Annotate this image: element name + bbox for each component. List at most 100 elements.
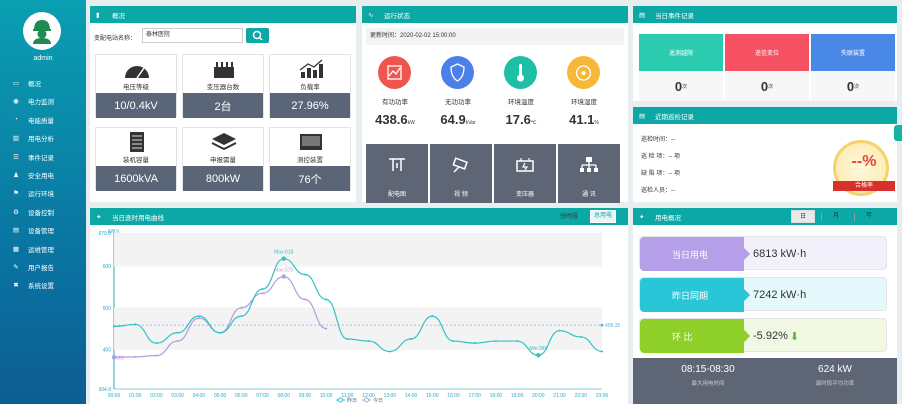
extreme-marker <box>536 353 541 358</box>
stat-value: 2台 <box>183 93 263 118</box>
humidity-icon <box>567 56 600 89</box>
sidebar-item-3[interactable]: ▥ 用电分析 <box>12 132 54 144</box>
metric-number: 438.6 <box>375 112 408 127</box>
stat-card: 负载率 27.96% <box>269 54 351 118</box>
usage-card-2: 环 比 -5.92% ⬇ <box>639 318 887 353</box>
grid-band <box>114 307 602 350</box>
sidebar-item-label: 安全用电 <box>28 173 54 180</box>
usage-tab-1[interactable]: 月 <box>832 213 839 219</box>
tag-arrow <box>744 248 750 260</box>
load-chart-icon <box>299 59 323 78</box>
station-input[interactable]: 泰林医院 <box>142 28 243 43</box>
usage-card-label: 昨日同期 <box>640 278 750 312</box>
thermometer-icon <box>504 56 537 89</box>
usage-card-1: 昨日同期 7242 kW·h <box>639 277 887 312</box>
pass-rate-value: --% <box>851 153 877 170</box>
sidebar-item-5[interactable]: ♟ 安全用电 <box>12 169 54 181</box>
device-tile-1[interactable]: 视 频 <box>430 144 492 203</box>
stat-value: 76个 <box>270 166 350 191</box>
network-icon <box>580 157 598 172</box>
sidebar-item-0[interactable]: ▭ 概况 <box>12 77 41 89</box>
sidebar-item-6[interactable]: ⚑ 运行环境 <box>12 187 54 199</box>
search-button[interactable] <box>246 28 269 43</box>
data-point <box>325 298 328 301</box>
stat-label: 变压器台数 <box>206 84 240 91</box>
data-point <box>176 340 179 343</box>
sidebar: admin ▭ 概况 ◉ 电力监测 ◔ 电能质量 ▥ 用电分析 ☰ 事件记录 ♟ 安全用电 ⚑ 运行环境 ⚙… <box>0 0 86 404</box>
x-tick-label: 12:00 <box>362 393 375 399</box>
avg-power-label: 最时段平均功率 <box>815 381 855 387</box>
data-point <box>601 350 603 353</box>
update-label: 更新时间： <box>370 33 401 39</box>
sidebar-item-9[interactable]: ▦ 运维管理 <box>12 243 54 255</box>
y-tick-label: 600 <box>103 264 112 270</box>
sidebar-item-8[interactable]: ▤ 设备管理 <box>12 224 54 236</box>
stat-card: 测控装置 76个 <box>269 127 351 191</box>
sidebar-item-4[interactable]: ☰ 事件记录 <box>12 151 54 163</box>
peak-time-label: 最大用电时间 <box>691 381 725 387</box>
load-title: 当日逐时用电曲线 <box>112 214 164 222</box>
device-tile-2[interactable]: 变压器 <box>494 144 556 203</box>
metric-number: 17.6 <box>505 112 531 127</box>
runstate-title: 运行状态 <box>384 12 410 20</box>
sidebar-item-label: 电能质量 <box>28 117 54 125</box>
metric-unit: kVar <box>465 120 476 126</box>
sidebar-item-2[interactable]: ◔ 电能质量 <box>12 114 54 126</box>
legend-label[interactable]: 昨日 <box>347 397 357 404</box>
sidebar-item-7[interactable]: ⚙ 设备控制 <box>12 206 54 218</box>
event-count-number: 0 <box>760 78 769 94</box>
event-count-unit: 次 <box>682 83 688 90</box>
peak-bar <box>633 358 897 404</box>
metric-value: 64.9kVar <box>428 112 488 127</box>
event-count-number: 0 <box>846 78 855 94</box>
stat-label: 测控装置 <box>297 157 323 164</box>
battery-icon <box>516 158 534 172</box>
data-point <box>240 315 243 318</box>
data-point <box>431 315 434 318</box>
avatar[interactable] <box>23 12 61 50</box>
metric-unit: kW <box>407 120 415 126</box>
metric-number: 64.9 <box>440 112 466 127</box>
calendar-icon: ▤ <box>639 112 646 120</box>
event-header-2[interactable]: 失联装置 <box>811 34 895 71</box>
x-tick-label: 00:00 <box>108 393 121 399</box>
device-label: 通 讯 <box>582 192 596 198</box>
x-tick-label: 11:00 <box>341 393 353 399</box>
sidebar-item-11[interactable]: ✖ 系统设置 <box>12 279 54 291</box>
patrol-row: 巡检人员：-- <box>641 188 675 194</box>
x-tick-label: 07:00 <box>256 393 269 399</box>
usage-card-label: 当日用电 <box>640 237 750 271</box>
usage-tab-2[interactable]: 年 <box>865 213 872 219</box>
sidebar-item-10[interactable]: ✎ 用户报告 <box>12 261 54 273</box>
patrol-header: ▤ 近期巡检记录 <box>633 107 897 124</box>
sidebar-item-label: 用户报告 <box>28 265 54 272</box>
event-count-unit: 次 <box>854 83 860 90</box>
usage-tab-0[interactable]: 日 <box>791 210 815 223</box>
device-tile-0[interactable]: 配电图 <box>366 144 428 203</box>
tab-total[interactable]: 总用电 <box>590 210 617 223</box>
x-tick-label: 18:00 <box>490 393 503 399</box>
sidebar-item-label: 系统设置 <box>28 283 54 291</box>
device-tile-3[interactable]: 通 讯 <box>558 144 620 203</box>
sidebar-item-1[interactable]: ◉ 电力监测 <box>12 95 54 107</box>
metric-value: 41.1% <box>554 112 614 127</box>
x-tick-label: 22:00 <box>575 393 588 399</box>
x-tick-label: 01:00 <box>129 393 142 399</box>
search-icon <box>252 30 263 41</box>
tab-time-period[interactable]: 分时段 <box>560 214 579 220</box>
event-count-unit: 次 <box>768 83 774 90</box>
x-tick-label: 05:00 <box>214 393 227 399</box>
sidebar-item-label: 事件记录 <box>28 154 54 162</box>
peak-time: 08:15-08:30 <box>681 364 735 375</box>
data-point <box>261 288 264 291</box>
event-header-0[interactable]: 遥测越限 <box>639 34 723 71</box>
legend-label[interactable]: 今日 <box>373 397 383 404</box>
side-toggle[interactable] <box>894 125 902 141</box>
stat-value: 27.96% <box>270 93 350 118</box>
stat-value: 1600kVA <box>96 166 176 191</box>
data-point <box>558 329 561 332</box>
edit-icon: ✎ <box>13 264 19 271</box>
metric-label: 无功功率 <box>445 99 471 106</box>
event-header-1[interactable]: 遥信变位 <box>725 34 809 71</box>
stat-label: 负载率 <box>300 84 320 91</box>
